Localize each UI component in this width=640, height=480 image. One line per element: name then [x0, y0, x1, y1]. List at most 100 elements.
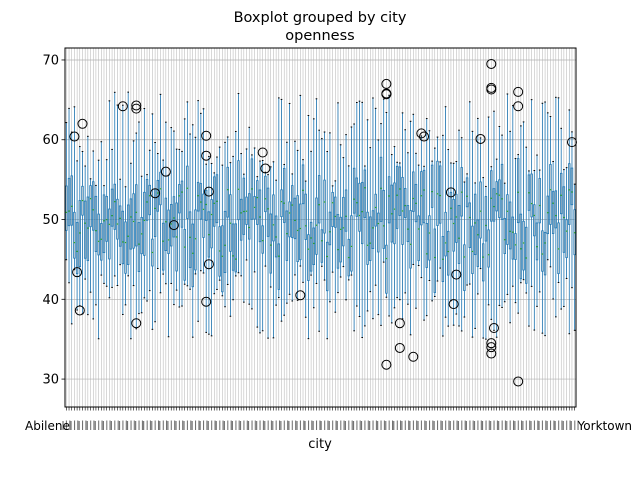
box-body	[360, 182, 364, 245]
box-group	[447, 149, 450, 327]
box-body	[307, 234, 310, 281]
x-tick-label: Ill	[61, 419, 71, 433]
box-body	[543, 231, 547, 276]
box-group	[484, 185, 488, 340]
box-body	[452, 198, 455, 252]
box-group	[261, 159, 264, 332]
x-tick-label: Ill	[392, 419, 402, 433]
box-body	[326, 241, 329, 292]
box-body	[546, 195, 549, 235]
box-body	[549, 164, 552, 225]
box-body	[471, 225, 474, 274]
box-group	[385, 111, 388, 298]
box-body	[476, 219, 480, 267]
box-body	[191, 223, 194, 288]
box-body	[312, 227, 315, 266]
box-group	[97, 159, 100, 340]
box-body	[369, 216, 372, 261]
x-tick-label: Ill	[174, 419, 184, 433]
box-group	[86, 135, 90, 316]
box-body	[196, 181, 200, 212]
box-group	[215, 156, 219, 290]
box-body	[570, 167, 574, 206]
box-body	[167, 209, 170, 254]
box-group	[444, 106, 447, 318]
box-group	[500, 134, 504, 308]
box-body	[89, 185, 92, 228]
outlier-point	[416, 128, 427, 139]
outlier-point	[203, 259, 214, 270]
box-group	[573, 183, 576, 331]
box-body	[202, 193, 205, 238]
box-group	[70, 131, 73, 325]
box-group	[78, 146, 81, 307]
box-body	[288, 201, 291, 238]
box-body	[514, 233, 517, 260]
box-body	[102, 194, 106, 254]
box-group	[320, 138, 324, 267]
box-group	[175, 148, 178, 291]
x-tick-label: Ill	[416, 419, 426, 433]
box-group	[293, 140, 297, 276]
box-body	[323, 179, 326, 234]
y-tick-label: 60	[42, 133, 59, 148]
box-group	[100, 141, 103, 276]
box-body	[145, 179, 149, 221]
box-group	[153, 142, 157, 323]
box-group	[557, 97, 560, 284]
box-body	[541, 230, 544, 272]
box-group	[253, 147, 256, 273]
box-body	[309, 221, 313, 272]
box-body	[508, 201, 512, 250]
x-tick-label: Ill	[465, 419, 475, 433]
box-group	[307, 115, 310, 340]
box-body	[382, 190, 385, 249]
box-body	[210, 199, 213, 249]
box-group	[92, 150, 95, 320]
box-body	[221, 225, 224, 293]
box-group	[449, 162, 453, 302]
x-tick-label: Ill	[150, 419, 160, 433]
box-body	[75, 222, 79, 275]
y-tick-label: 70	[42, 53, 59, 68]
box-group	[172, 130, 176, 306]
box-group	[358, 100, 361, 318]
x-tick-label: Ill	[432, 419, 442, 433]
box-body	[186, 165, 189, 219]
outlier-point	[69, 131, 80, 142]
box-group	[229, 162, 232, 317]
box-group	[135, 132, 138, 330]
box-group	[207, 155, 211, 335]
box-body	[530, 173, 533, 218]
box-body	[126, 204, 130, 265]
y-axis-ticks: 30 40 50 60 70	[42, 53, 65, 388]
box-body	[124, 221, 127, 274]
x-tick-label: Ill	[537, 419, 547, 433]
box-body	[282, 168, 286, 223]
box-group	[213, 172, 216, 295]
box-group	[328, 132, 332, 303]
box-group	[73, 106, 76, 271]
y-tick-label: 50	[42, 213, 59, 228]
x-tick-label: Ill	[400, 419, 410, 433]
box-group	[248, 126, 251, 305]
box-body	[557, 222, 560, 275]
box-group	[371, 97, 375, 320]
box-body	[495, 181, 498, 212]
box-group	[352, 123, 356, 332]
box-body	[395, 165, 399, 229]
box-body	[465, 177, 469, 208]
x-tick-label: Ill	[497, 419, 507, 433]
x-tick-label: Ill	[352, 419, 362, 433]
box-group	[406, 152, 410, 305]
box-group	[468, 101, 471, 285]
box-group	[506, 93, 509, 295]
box-group	[414, 152, 418, 309]
box-group	[223, 141, 227, 308]
box-group	[522, 121, 525, 281]
x-tick-label: Ill	[239, 419, 249, 433]
box-group	[264, 171, 267, 267]
chart-title: Boxplot grouped by city	[234, 10, 407, 26]
box-group	[492, 110, 496, 331]
